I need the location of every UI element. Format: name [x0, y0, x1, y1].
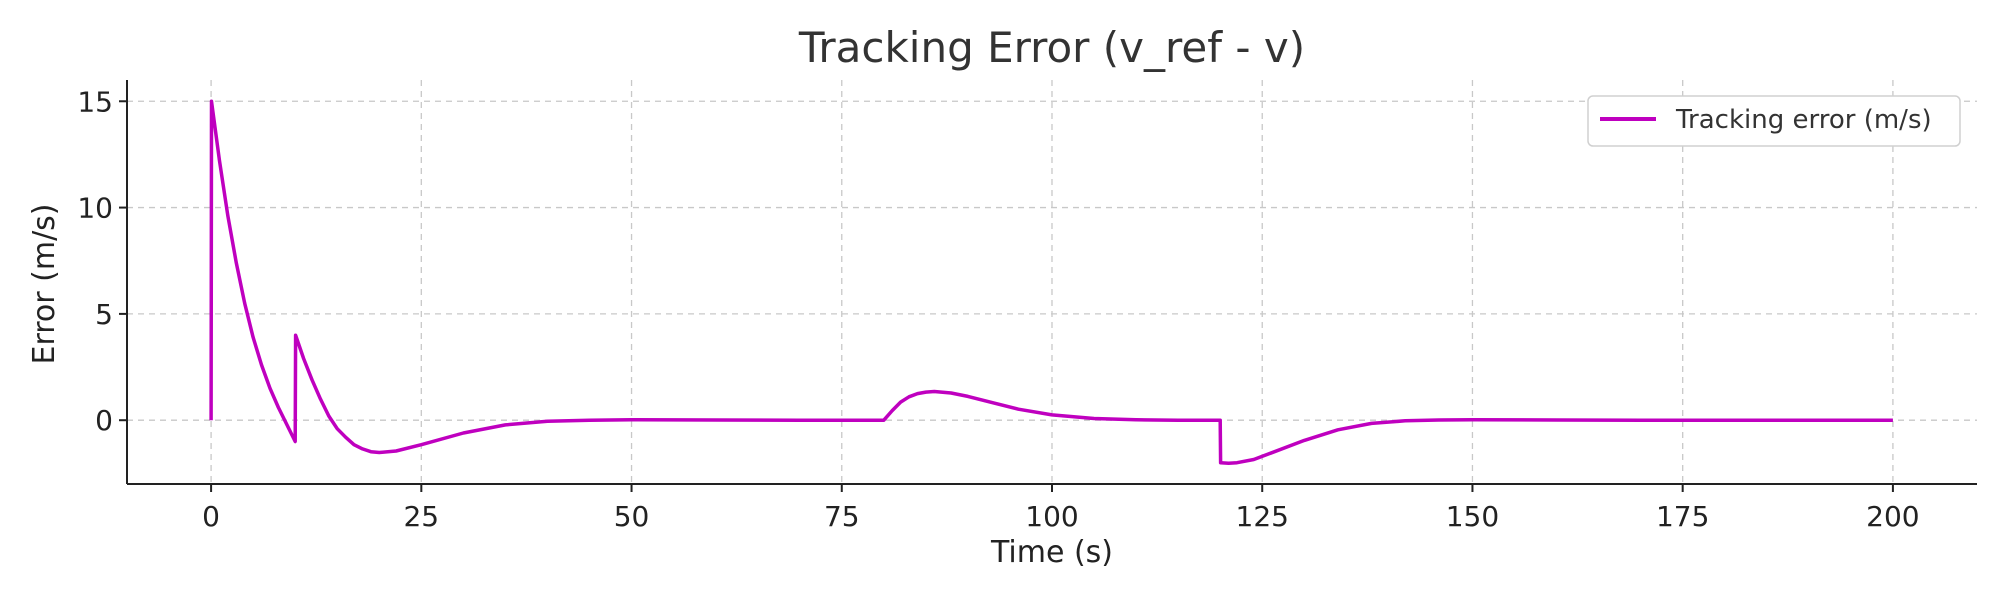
x-tick-label: 100	[1025, 500, 1078, 533]
x-axis-label: Time (s)	[990, 535, 1113, 570]
series-layer	[209, 99, 1893, 465]
legend-box	[1587, 95, 1961, 147]
y-tick-label: 10	[77, 192, 113, 225]
x-tick-label: 50	[614, 500, 650, 533]
y-tick-label: 5	[95, 298, 113, 331]
y-tick-label: 15	[77, 85, 113, 118]
chart-title: Tracking Error (v_ref - v)	[798, 23, 1305, 72]
y-axis-label: Error (m/s)	[27, 203, 62, 364]
legend: Tracking error (m/s)	[1587, 95, 1961, 147]
x-tick-label: 125	[1236, 500, 1289, 533]
x-tick-label: 150	[1446, 500, 1499, 533]
ticks-layer: 0 25 50 75 100 125 150 175 200 0 5 10 15	[77, 85, 1919, 533]
x-tick-label: 0	[202, 500, 220, 533]
x-tick-label: 25	[403, 500, 439, 533]
x-tick-label: 75	[824, 500, 860, 533]
x-tick-label: 200	[1866, 500, 1919, 533]
y-tick-label: 0	[95, 404, 113, 437]
series-line	[209, 99, 1893, 465]
legend-label: Tracking error (m/s)	[1675, 105, 1932, 135]
x-tick-label: 175	[1656, 500, 1709, 533]
